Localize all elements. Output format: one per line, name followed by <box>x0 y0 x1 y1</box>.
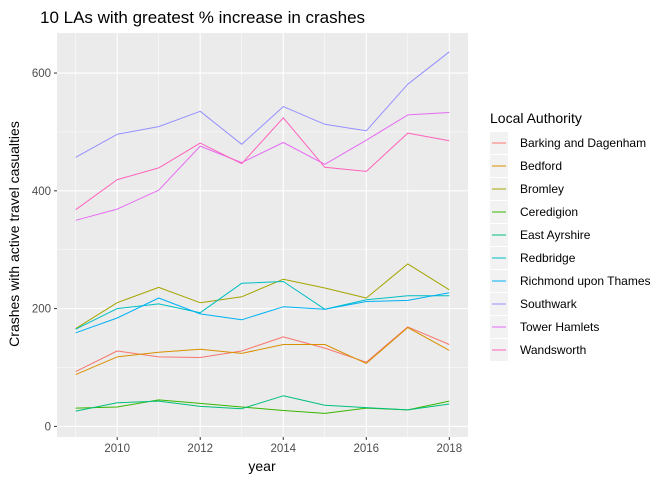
y-tick-label: 0 <box>45 421 51 433</box>
series-line <box>75 327 450 376</box>
series-line <box>75 117 450 211</box>
legend-title: Local Authority <box>490 110 582 126</box>
chart-title: 10 LAs with greatest % increase in crash… <box>40 8 365 27</box>
x-tick-label: 2012 <box>187 443 213 455</box>
plot-panel <box>57 33 468 437</box>
legend-label: Redbridge <box>520 251 576 265</box>
series-line <box>75 263 450 330</box>
x-tick-label: 2018 <box>437 443 463 455</box>
y-tick-label: 600 <box>32 68 51 80</box>
legend-label: Bedford <box>520 159 562 173</box>
x-tick-label: 2016 <box>353 443 379 455</box>
legend-label: Southwark <box>520 297 578 311</box>
plot-background <box>57 33 468 437</box>
series-lines <box>75 51 450 414</box>
x-axis-title: year <box>248 458 276 474</box>
x-tick-label: 2014 <box>270 443 296 455</box>
series-line <box>75 292 450 334</box>
y-axis-title: Crashes with active travel casualties <box>6 121 22 347</box>
series-line <box>75 281 450 330</box>
legend: Local Authority Barking and Dagenham Bedf… <box>490 110 651 361</box>
y-tick-label: 400 <box>32 186 51 198</box>
series-line <box>75 112 450 221</box>
legend-label: Wandsworth <box>520 343 586 357</box>
legend-label: East Ayrshire <box>520 228 591 242</box>
x-tick-label: 2010 <box>104 443 130 455</box>
axes: 2010 2012 2014 2016 2018 0 200 400 600 <box>32 68 462 455</box>
legend-label: Barking and Dagenham <box>520 136 646 150</box>
series-line <box>75 51 450 158</box>
series-line <box>75 326 450 373</box>
legend-label: Richmond upon Thames <box>520 274 651 288</box>
y-tick-label: 200 <box>32 304 51 316</box>
series-line <box>75 395 450 412</box>
legend-label: Tower Hamlets <box>520 320 599 334</box>
legend-label: Bromley <box>520 182 564 196</box>
legend-label: Ceredigion <box>520 205 578 219</box>
